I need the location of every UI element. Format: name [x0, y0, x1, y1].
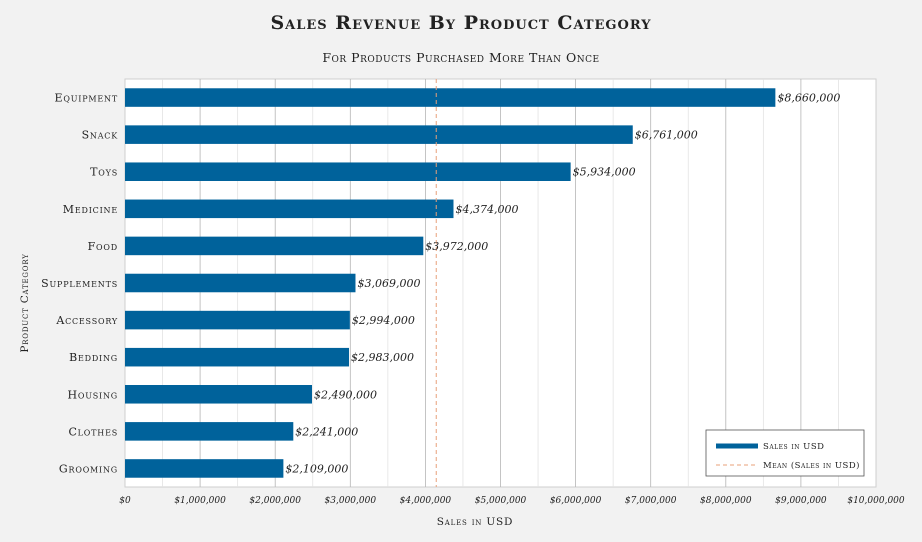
category-label: Food [88, 240, 118, 253]
chart-subtitle: For Products Purchased More Than Once [322, 50, 600, 65]
value-label: $2,994,000 [352, 314, 415, 327]
bar [125, 273, 356, 293]
bar [125, 347, 350, 367]
value-label: $2,490,000 [314, 388, 377, 401]
bar [125, 162, 571, 181]
bar [125, 422, 294, 441]
x-tick-label: $2,000,000 [249, 496, 301, 506]
category-label: Accessory [55, 314, 118, 327]
x-tick-label: $1,000,000 [174, 496, 226, 506]
legend-box [705, 429, 865, 477]
x-tick-label: $0 [119, 496, 131, 506]
category-label: Bedding [69, 351, 118, 364]
x-tick-label: $5,000,000 [475, 496, 527, 506]
legend: Sales in USD Mean (Sales in USD) [705, 429, 865, 477]
value-label: $2,109,000 [285, 462, 348, 475]
x-tick-label: $10,000,000 [847, 496, 905, 506]
value-label: $3,069,000 [357, 277, 420, 290]
y-axis-title: Product Category [19, 253, 31, 352]
bar [125, 385, 312, 404]
category-label: Clothes [68, 425, 118, 438]
category-label: Equipment [55, 92, 118, 105]
value-label: $6,761,000 [635, 129, 698, 142]
bar [125, 310, 350, 330]
x-tick-label: $7,000,000 [625, 496, 677, 506]
chart-title: Sales Revenue By Product Category [270, 12, 652, 34]
value-label: $8,660,000 [777, 92, 840, 105]
x-tick-label: $3,000,000 [325, 496, 377, 506]
bar [125, 459, 284, 478]
category-label: Snack [82, 129, 119, 142]
category-label: Housing [67, 388, 118, 401]
value-label: $2,241,000 [295, 425, 358, 438]
bar [125, 199, 454, 219]
legend-mean-label: Mean (Sales in USD) [763, 460, 860, 471]
x-tick-label: $8,000,000 [700, 496, 752, 506]
value-label: $5,934,000 [573, 166, 636, 179]
category-label: Medicine [63, 203, 118, 216]
x-tick-label: $4,000,000 [400, 496, 452, 506]
category-label: Toys [90, 166, 118, 179]
bars [125, 88, 776, 478]
bar [125, 125, 633, 144]
value-label: $4,374,000 [455, 203, 518, 216]
bar [125, 236, 424, 256]
value-label: $2,983,000 [351, 351, 414, 364]
labels: $0 $1,000,000 $2,000,000 $3,000,000 $4,000,0… [41, 92, 905, 506]
x-tick-label: $6,000,000 [550, 496, 602, 506]
category-label: Supplements [41, 277, 118, 290]
x-tick-label: $9,000,000 [775, 496, 827, 506]
bar [125, 88, 776, 107]
legend-bar-label: Sales in USD [763, 442, 824, 452]
category-label: Grooming [59, 462, 118, 475]
value-label: $3,972,000 [425, 240, 488, 253]
x-axis-title: Sales in USD [437, 516, 513, 528]
